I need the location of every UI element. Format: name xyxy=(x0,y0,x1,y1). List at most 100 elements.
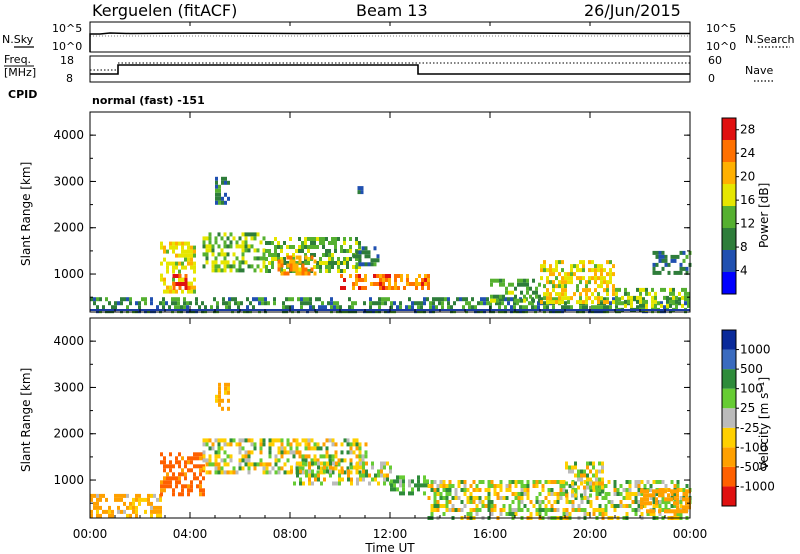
power-cell xyxy=(660,301,663,306)
power-cell xyxy=(111,305,114,310)
velocity-cell xyxy=(374,473,377,478)
power-cell xyxy=(178,269,181,274)
power-cell xyxy=(358,258,362,263)
velocity-cell xyxy=(408,491,411,496)
velocity-cell xyxy=(685,509,688,514)
velocity-cell xyxy=(520,492,524,496)
velocity-cell xyxy=(556,508,560,512)
velocity-cell xyxy=(571,500,575,504)
velocity-cell xyxy=(460,480,464,484)
velocity-cell xyxy=(227,398,230,403)
power-cell xyxy=(96,309,99,314)
velocity-cell xyxy=(304,438,308,443)
velocity-cell xyxy=(331,466,335,471)
velocity-cell xyxy=(326,469,329,474)
velocity-cell xyxy=(526,492,530,496)
power-cell xyxy=(223,268,227,273)
power-cell xyxy=(514,286,517,291)
power-cell xyxy=(268,241,271,245)
velocity-cell xyxy=(383,481,386,486)
velocity-cell xyxy=(685,505,688,510)
power-cell xyxy=(636,305,639,310)
velocity-cell xyxy=(96,513,99,518)
velocity-cell xyxy=(343,458,347,463)
velocity-cell xyxy=(457,496,461,500)
velocity-cell xyxy=(358,442,362,447)
velocity-cell xyxy=(604,484,608,488)
power-cell xyxy=(187,241,190,246)
velocity-cell xyxy=(259,438,263,443)
power-cell xyxy=(681,287,684,292)
power-cell xyxy=(282,301,285,306)
power-cell xyxy=(340,274,343,278)
power-cell xyxy=(438,297,441,302)
power-cell xyxy=(271,265,274,269)
velocity-cell xyxy=(223,442,227,447)
velocity-cell xyxy=(217,450,221,455)
power-cell xyxy=(682,266,686,271)
power-cell xyxy=(190,261,193,266)
power-cell xyxy=(292,263,296,268)
power-cell xyxy=(325,261,328,265)
velocity-cell xyxy=(147,501,150,506)
y-tick-label: 1000 xyxy=(53,473,84,487)
velocity-cell xyxy=(286,450,290,455)
velocity-cell xyxy=(355,438,359,443)
velocity-cell xyxy=(325,438,329,443)
velocity-cell xyxy=(442,484,446,488)
power-cell xyxy=(190,249,193,254)
power-cell xyxy=(96,305,99,310)
power-cell xyxy=(220,268,224,273)
velocity-cell xyxy=(93,505,96,510)
power-cell xyxy=(576,264,579,269)
y-tick-label: 1000 xyxy=(53,267,84,281)
power-cell xyxy=(585,280,588,285)
power-cell xyxy=(516,309,519,314)
power-cell xyxy=(579,276,582,281)
power-cell xyxy=(184,265,187,270)
velocity-cell xyxy=(238,450,242,455)
power-cell xyxy=(282,305,285,310)
velocity-cell xyxy=(628,492,632,496)
velocity-cell xyxy=(223,462,227,467)
power-cell xyxy=(346,249,349,253)
velocity-cell xyxy=(99,497,102,502)
velocity-cell xyxy=(472,496,476,500)
power-cell xyxy=(543,292,546,297)
velocity-cell xyxy=(90,509,93,514)
velocity-cell xyxy=(227,382,230,387)
power-cell xyxy=(328,249,331,253)
velocity-cell xyxy=(442,480,446,484)
power-cell xyxy=(238,268,242,273)
velocity-cell xyxy=(670,497,673,502)
power-cell xyxy=(501,297,504,302)
power-cell xyxy=(216,301,219,306)
power-cell xyxy=(184,257,187,262)
power-cell xyxy=(652,250,656,255)
power-cell xyxy=(594,272,597,277)
power-cell xyxy=(655,270,659,275)
power-cell xyxy=(603,297,606,302)
velocity-cell xyxy=(568,484,572,488)
velocity-cell xyxy=(153,493,156,498)
velocity-cell xyxy=(535,508,539,512)
velocity-cell xyxy=(181,488,184,493)
power-cell xyxy=(444,297,447,302)
power-cell xyxy=(204,309,207,314)
velocity-cell xyxy=(475,512,479,516)
velocity-cell xyxy=(565,496,569,500)
velocity-cell xyxy=(514,508,518,512)
velocity-cell xyxy=(328,438,332,443)
velocity-cell xyxy=(649,493,652,498)
power-cell xyxy=(364,254,368,259)
velocity-cell xyxy=(634,484,638,488)
velocity-cell xyxy=(247,454,251,459)
velocity-cell xyxy=(451,504,455,508)
power-cell xyxy=(492,309,495,314)
velocity-cell xyxy=(676,509,679,514)
power-cell xyxy=(256,248,260,253)
velocity-cell xyxy=(460,500,464,504)
power-cell xyxy=(600,301,603,306)
velocity-cell xyxy=(592,512,596,516)
velocity-cell xyxy=(646,497,649,502)
